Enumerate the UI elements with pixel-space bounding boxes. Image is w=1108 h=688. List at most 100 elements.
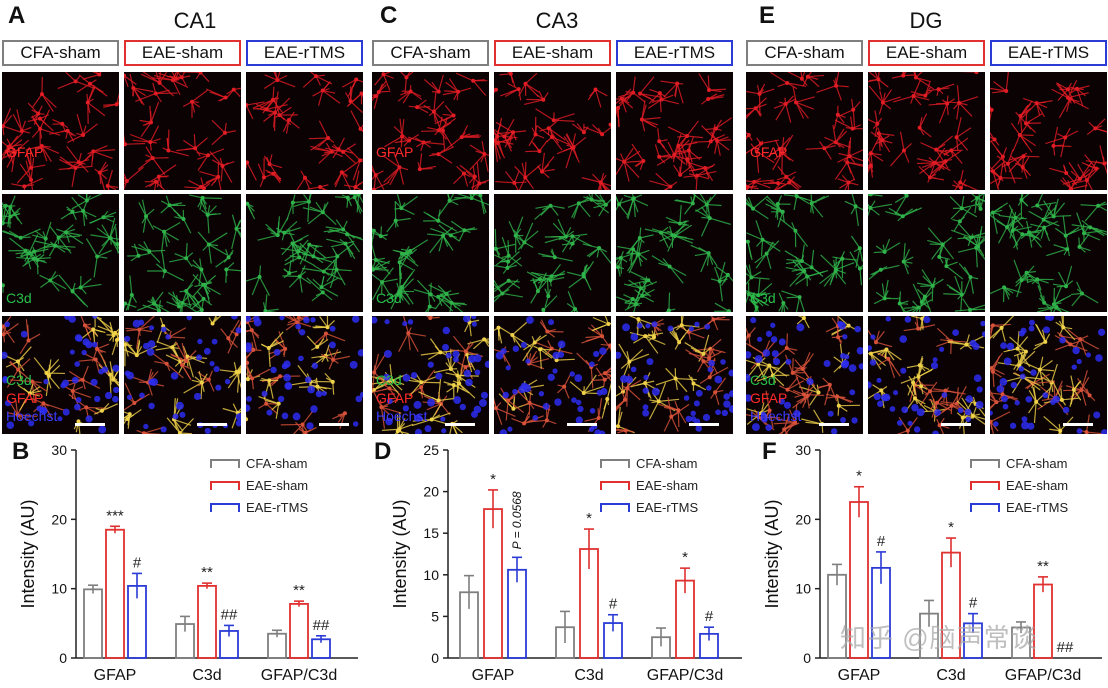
x-tick-label: GFAP: [472, 667, 515, 684]
legend-label: CFA-sham: [246, 456, 308, 471]
merge-label-hoechst: Hoechst: [6, 408, 58, 424]
merge-label-c3d: C3d: [6, 372, 32, 388]
micrograph-gfap: [868, 72, 985, 190]
scale-bar: [941, 423, 971, 426]
significance-label: **: [293, 582, 305, 599]
row-label-c3d: C3d: [376, 290, 402, 306]
group-header-cfa-sham: CFA-sham: [2, 40, 119, 66]
y-tick-label: 0: [803, 650, 811, 666]
group-header-eae-rtms: EAE-rTMS: [246, 40, 363, 66]
micrograph-gfap: [372, 72, 489, 190]
row-label-gfap: GFAP: [6, 144, 44, 160]
significance-label: ##: [221, 606, 238, 623]
legend-item: CFA-sham: [210, 456, 307, 471]
y-tick-label: 10: [795, 581, 811, 597]
legend-swatch: [970, 503, 1000, 512]
legend-swatch: [210, 459, 240, 468]
group-header-eae-rtms: EAE-rTMS: [990, 40, 1107, 66]
legend-label: EAE-rTMS: [1006, 500, 1069, 515]
micrograph-c3d: [990, 194, 1107, 312]
micrograph-merge: [124, 316, 241, 434]
legend-swatch: [210, 503, 240, 512]
legend-item: EAE-sham: [600, 478, 698, 493]
y-tick-label: 25: [423, 442, 439, 458]
micrograph-c3d: [372, 194, 489, 312]
significance-label: #: [609, 596, 618, 613]
scale-bar: [445, 423, 475, 426]
row-label-gfap: GFAP: [750, 144, 788, 160]
legend-item: EAE-rTMS: [970, 500, 1068, 515]
bar: [105, 528, 125, 659]
significance-label: #: [877, 533, 886, 550]
legend-label: EAE-sham: [246, 478, 309, 493]
y-tick-label: 10: [51, 581, 67, 597]
significance-label: *: [856, 468, 862, 485]
bar: [267, 632, 287, 659]
legend-swatch: [970, 481, 1000, 490]
legend-label: EAE-sham: [636, 478, 699, 493]
micrograph-merge: [246, 316, 363, 434]
legend-label: EAE-rTMS: [636, 500, 699, 515]
micrograph-gfap: [746, 72, 863, 190]
panel-label-e: E: [759, 2, 776, 29]
micrograph-panel-dg: CFA-sham EAE-sham EAE-rTMS GFAP C3d C3d GFAP Ho…: [746, 40, 1107, 434]
y-tick-label: 20: [51, 511, 67, 527]
significance-label: #: [705, 608, 714, 625]
significance-label: **: [201, 564, 213, 581]
region-title-dg: DG: [909, 8, 943, 33]
y-tick-label: 30: [51, 442, 67, 458]
x-tick-label: GFAP/C3d: [647, 667, 723, 684]
panel-label-a: A: [8, 2, 26, 29]
group-header-eae-rtms: EAE-rTMS: [616, 40, 733, 66]
significance-label: **: [1037, 558, 1049, 575]
panel-label-d: D: [374, 438, 392, 465]
micrograph-gfap: [2, 72, 119, 190]
x-tick-label: GFAP/C3d: [1005, 667, 1081, 684]
bar-chart-dg: 0 10 20 30 Intensity (AU) * # GFAP * # C3d ** ## GFAP…: [762, 442, 1102, 684]
bar-chart-ca3: 0 5 10 15 20 25 Intensity (AU) * P = 0.0568 GFAP *…: [390, 442, 742, 684]
legend-label: EAE-sham: [1006, 478, 1069, 493]
significance-label: *: [948, 519, 954, 536]
micrograph-merge: [746, 316, 863, 434]
group-header-eae-sham: EAE-sham: [124, 40, 241, 66]
group-header-eae-sham: EAE-sham: [494, 40, 611, 66]
scale-bar: [567, 423, 597, 426]
significance-label: ##: [1057, 639, 1074, 656]
y-tick-label: 15: [423, 525, 439, 541]
row-label-c3d: C3d: [750, 290, 776, 306]
micrograph-c3d: [124, 194, 241, 312]
bar-chart-ca1: 0 10 20 30 Intensity (AU) *** # GFAP ** ## C3d ** ##…: [18, 442, 358, 684]
y-tick-label: 30: [795, 442, 811, 458]
legend-item: CFA-sham: [600, 456, 697, 471]
scale-bar: [75, 423, 105, 426]
micrograph-gfap: [124, 72, 241, 190]
legend-swatch: [210, 481, 240, 490]
significance-label: ***: [106, 507, 124, 524]
legend-item: EAE-rTMS: [600, 500, 698, 515]
y-axis-label: Intensity (AU): [18, 499, 38, 608]
region-title-ca3: CA3: [535, 8, 579, 33]
merge-label-hoechst: Hoechst: [376, 408, 428, 424]
merge-label-gfap: GFAP: [750, 390, 788, 406]
x-tick-label: GFAP/C3d: [261, 667, 337, 684]
merge-label-c3d: C3d: [750, 372, 776, 388]
micrograph-gfap: [616, 72, 733, 190]
bar: [507, 568, 527, 659]
region-title-ca1: CA1: [173, 8, 217, 33]
micrograph-merge: [494, 316, 611, 434]
x-tick-label: C3d: [574, 667, 603, 684]
y-axis-label: Intensity (AU): [762, 499, 782, 608]
scale-bar: [819, 423, 849, 426]
bar: [483, 508, 503, 659]
scale-bar: [319, 423, 349, 426]
significance-label: *: [682, 549, 688, 566]
legend-swatch: [600, 481, 630, 490]
micrograph-merge: [990, 316, 1107, 434]
group-header-eae-sham: EAE-sham: [868, 40, 985, 66]
legend-item: EAE-sham: [210, 478, 308, 493]
micrograph-gfap: [494, 72, 611, 190]
x-tick-label: GFAP: [94, 667, 137, 684]
legend-swatch: [600, 503, 630, 512]
significance-label: P = 0.0568: [510, 491, 524, 549]
y-tick-label: 0: [431, 650, 439, 666]
